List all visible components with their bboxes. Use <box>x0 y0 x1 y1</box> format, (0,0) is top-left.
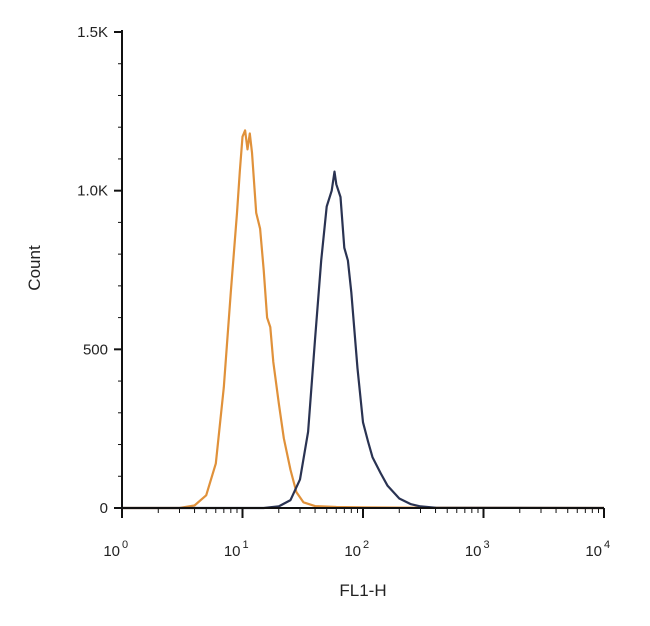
y-tick-label: 1.0K <box>77 183 108 200</box>
x-tick-label-base: 10 <box>344 543 361 560</box>
y-axis-label: Count <box>25 245 44 291</box>
series-layer <box>122 129 605 510</box>
x-tick-label-exponent: 3 <box>484 539 490 551</box>
y-tick-label: 0 <box>100 500 108 517</box>
y-tick-label: 500 <box>83 341 108 358</box>
x-axis-label: FL1-H <box>339 581 386 600</box>
x-tick-label-base: 10 <box>103 543 120 560</box>
x-tick-label-base: 10 <box>465 543 482 560</box>
x-tick-label-exponent: 4 <box>604 539 610 551</box>
x-tick-label-base: 10 <box>585 543 602 560</box>
x-tick-label-exponent: 1 <box>243 539 249 551</box>
x-tick-label-exponent: 0 <box>122 539 128 551</box>
histogram-series-2 <box>122 170 605 510</box>
x-tick-label-exponent: 2 <box>363 539 369 551</box>
y-tick-label: 1.5K <box>77 24 108 41</box>
x-tick-label-base: 10 <box>224 543 241 560</box>
histogram-series-1 <box>122 129 605 510</box>
